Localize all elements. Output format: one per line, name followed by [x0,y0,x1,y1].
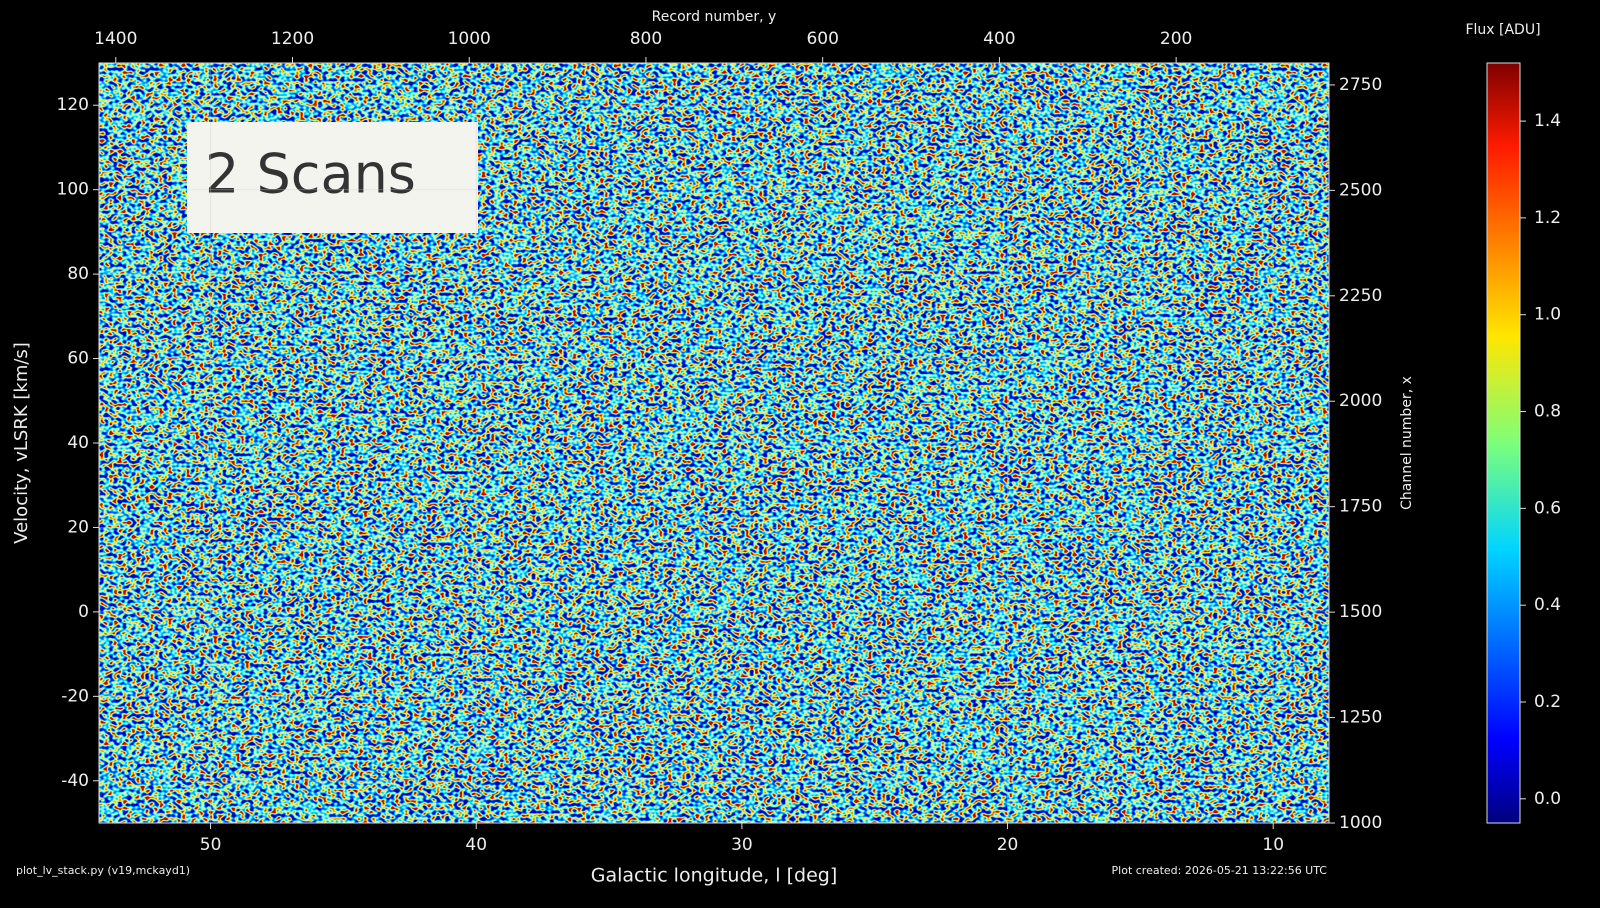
x-tick-label: 10 [1262,835,1284,855]
colorbar [1486,62,1521,824]
colorbar-tick-label: 1.2 [1534,208,1561,228]
colorbar-tick-label: 0.4 [1534,595,1561,615]
y2-tick-label: 2750 [1339,75,1382,95]
x2-tick-label: 1200 [271,29,314,49]
y-tick-label: 80 [67,264,89,284]
x-tick-label: 20 [997,835,1019,855]
y-tick-label: 60 [67,349,89,369]
colorbar-tick-label: 0.2 [1534,692,1561,712]
x-tick-label: 30 [731,835,753,855]
annotation-box [187,122,478,233]
colorbar-tick-label: 1.4 [1534,111,1561,131]
x2-tick-label: 400 [983,29,1015,49]
y2-axis-label: Channel number, x [1399,376,1415,510]
y-axis-label: Velocity, vLSRK [km/s] [11,342,32,544]
y2-tick-label: 2250 [1339,286,1382,306]
x2-tick-label: 600 [806,29,838,49]
x2-tick-label: 200 [1160,29,1192,49]
y2-tick-label: 1250 [1339,708,1382,728]
y2-tick-label: 1500 [1339,602,1382,622]
y2-tick-label: 2500 [1339,180,1382,200]
colorbar-label: Flux [ADU] [1465,22,1540,38]
x-axis-label: Galactic longitude, l [deg] [591,865,838,887]
colorbar-tick-label: 1.0 [1534,305,1561,325]
footer-left: plot_lv_stack.py (v19,mckayd1) [16,864,190,877]
y-tick-label: -40 [61,771,89,791]
y2-tick-label: 2000 [1339,391,1382,411]
x-tick-label: 50 [200,835,222,855]
x2-tick-label: 800 [630,29,662,49]
colorbar-tick-label: 0.6 [1534,498,1561,518]
x2-tick-label: 1400 [94,29,137,49]
footer-right: Plot created: 2026-05-21 13:22:56 UTC [1112,864,1328,877]
colorbar-tick-label: 0.0 [1534,789,1561,809]
y2-tick-label: 1750 [1339,497,1382,517]
y-tick-label: -20 [61,686,89,706]
colorbar-tick-label: 0.8 [1534,402,1561,422]
y-tick-label: 120 [57,95,89,115]
y2-tick-label: 1000 [1339,813,1382,833]
x2-axis-label: Record number, y [652,9,777,25]
y-tick-label: 20 [67,517,89,537]
annotation: 2 Scans [205,143,416,206]
x2-tick-label: 1000 [448,29,491,49]
y-tick-label: 0 [78,602,89,622]
x-tick-label: 40 [465,835,487,855]
y-tick-label: 40 [67,433,89,453]
y-tick-label: 100 [57,180,89,200]
